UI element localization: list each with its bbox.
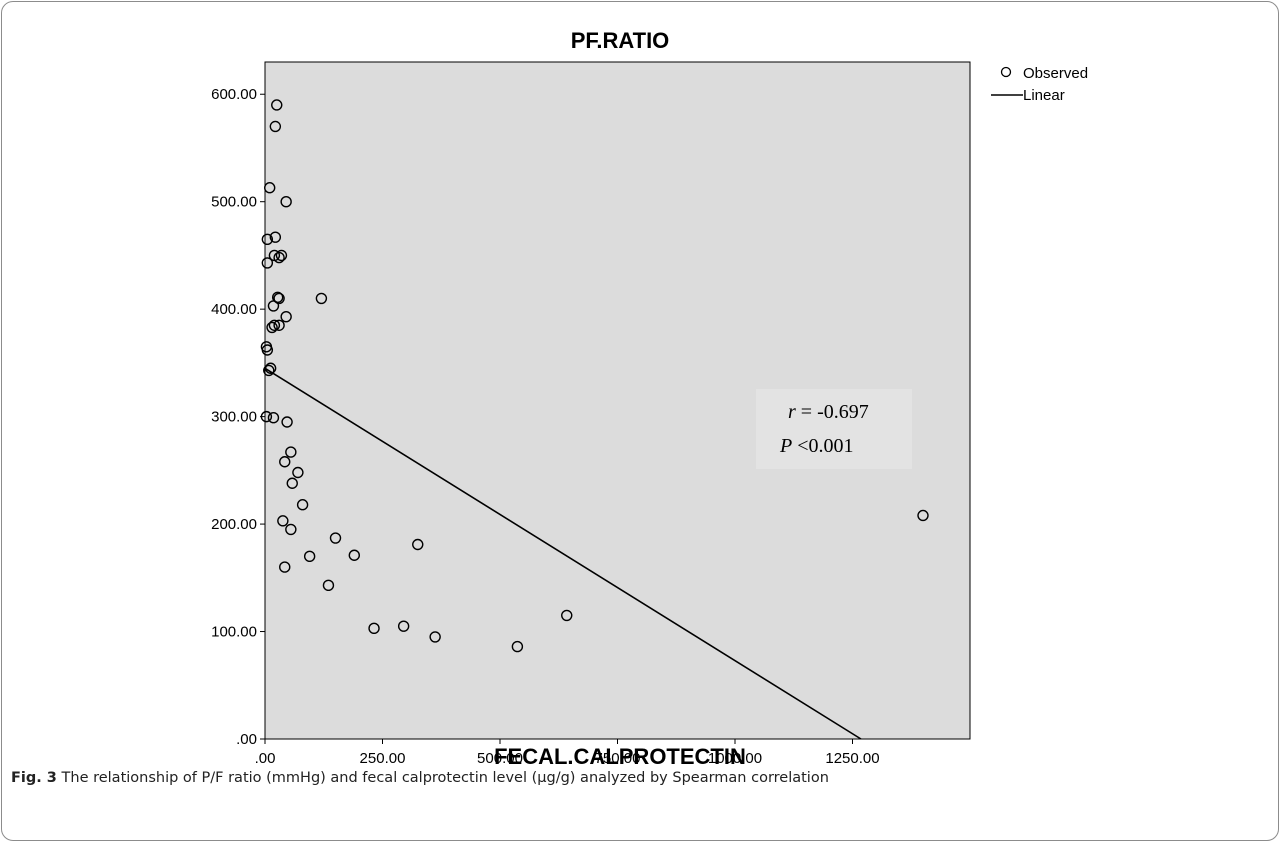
- caption-label: Fig. 3: [11, 770, 57, 786]
- data-point: [511, 640, 524, 653]
- annotation-p: P <0.001: [779, 435, 854, 457]
- y-tick-label: 200.00: [211, 516, 257, 533]
- data-point: [269, 120, 282, 133]
- legend-observed-label: Observed: [1023, 65, 1088, 82]
- x-axis-label: FECAL.CALPROTECTIN: [494, 744, 746, 769]
- data-point: [266, 321, 278, 334]
- data-point: [329, 532, 342, 544]
- data-point: [279, 561, 291, 573]
- x-tick-label: 500.00: [477, 750, 523, 767]
- data-point: [280, 310, 292, 323]
- data-point: [268, 319, 281, 331]
- data-point: [267, 300, 280, 312]
- data-point: [285, 523, 297, 536]
- x-tick-label: 250.00: [360, 750, 406, 767]
- data-point: [277, 515, 289, 527]
- data-point: [281, 416, 293, 428]
- data-point: [429, 631, 441, 643]
- data-point: [260, 410, 273, 423]
- data-point: [273, 251, 285, 264]
- data-point: [286, 477, 298, 489]
- data-point: [322, 579, 335, 592]
- y-tick-label: 100.00: [211, 624, 257, 641]
- data-point: [261, 344, 274, 356]
- data-point: [296, 499, 309, 511]
- data-point: [285, 446, 297, 458]
- annotation-box: [756, 389, 912, 469]
- linear-fit-line: [264, 367, 862, 740]
- annotation-r: r = -0.697: [788, 401, 869, 423]
- y-tick-label: .00: [236, 731, 257, 748]
- data-point: [263, 364, 275, 377]
- data-point: [280, 195, 292, 208]
- x-tick-label: 1250.00: [825, 750, 879, 767]
- legend-observed-marker: [1000, 66, 1012, 78]
- x-tick-label: 1000.00: [708, 750, 762, 767]
- data-point: [292, 466, 304, 479]
- x-tick-label: .00: [255, 750, 276, 767]
- caption-text: The relationship of P/F ratio (mmHg) and…: [61, 770, 829, 786]
- y-tick-label: 500.00: [211, 194, 257, 211]
- legend: Observed Linear: [991, 65, 1088, 104]
- data-point: [348, 549, 360, 561]
- data-point: [561, 609, 573, 622]
- legend-linear-label: Linear: [1023, 87, 1065, 104]
- chart-title: PF.RATIO: [571, 28, 670, 53]
- figure-caption: Fig. 3 The relationship of P/F ratio (mm…: [11, 770, 829, 786]
- data-point: [315, 292, 328, 305]
- data-point: [261, 233, 274, 246]
- data-point: [412, 538, 424, 551]
- data-point: [271, 99, 283, 111]
- data-point: [917, 509, 929, 522]
- data-point: [273, 292, 285, 305]
- data-point: [368, 622, 380, 635]
- data-point: [267, 411, 280, 424]
- data-point: [397, 620, 410, 632]
- data-point: [273, 319, 285, 331]
- x-tick-label: 750.00: [595, 750, 641, 767]
- y-tick-label: 300.00: [211, 409, 257, 426]
- data-point: [261, 257, 274, 269]
- y-tick-label: 600.00: [211, 86, 257, 103]
- data-point: [264, 182, 276, 194]
- data-point: [269, 231, 282, 243]
- data-point: [279, 456, 291, 468]
- data-point: [275, 249, 288, 262]
- y-tick-label: 400.00: [211, 301, 257, 318]
- data-point: [303, 550, 316, 563]
